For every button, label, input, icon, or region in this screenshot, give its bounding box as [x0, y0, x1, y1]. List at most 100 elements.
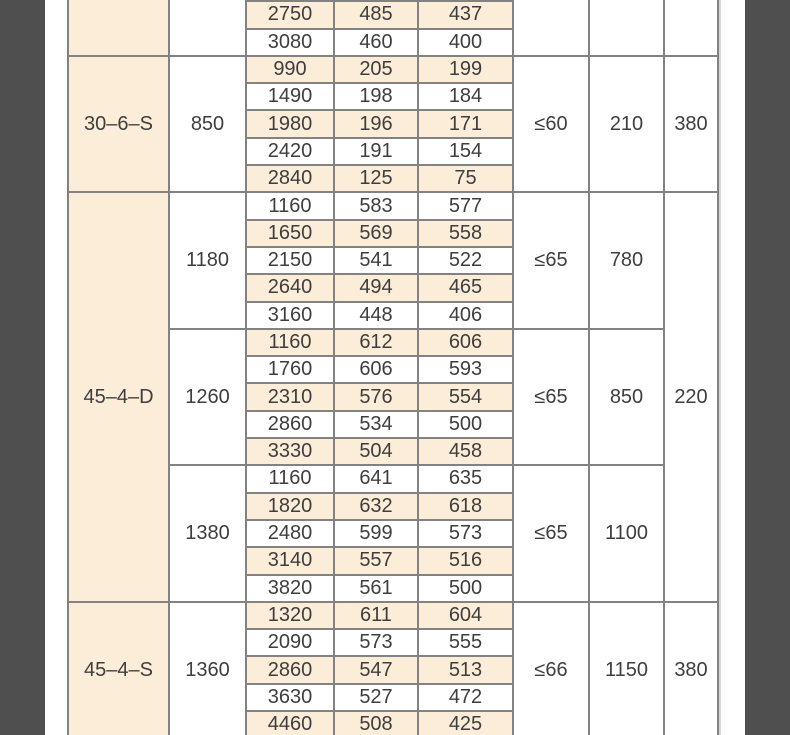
data-cell: 576 [335, 384, 417, 410]
data-cell: 465 [419, 275, 512, 301]
viewer-margin-right [745, 0, 790, 735]
model-cell: 45–4–D [69, 193, 168, 601]
data-cell: 184 [419, 84, 512, 110]
data-cell: 500 [419, 575, 512, 601]
data-cell: 2860 [247, 411, 333, 438]
data-cell: 205 [335, 56, 417, 83]
power-cell: 780 [590, 193, 663, 328]
data-cell: 541 [335, 247, 417, 274]
data-cell: 558 [419, 220, 512, 246]
data-cell: 3160 [247, 302, 333, 328]
power-cell: 1100 [590, 466, 663, 601]
data-cell: 641 [335, 466, 417, 492]
data-cell: 1160 [247, 193, 333, 219]
data-cell: 606 [335, 357, 417, 383]
data-cell: 425 [419, 712, 512, 735]
noise-cell: ≤65 [514, 466, 588, 601]
data-cell: 547 [335, 657, 417, 683]
rpm-cell: 1360 [170, 602, 245, 735]
data-cell: 500 [419, 411, 512, 438]
power-cell [590, 0, 663, 55]
data-cell: 593 [419, 357, 512, 383]
data-cell: 2420 [247, 138, 333, 165]
voltage-cell: 380 [665, 602, 717, 735]
data-cell: 516 [419, 548, 512, 574]
noise-cell [514, 0, 588, 55]
data-cell: 3630 [247, 684, 333, 711]
data-cell: 448 [335, 302, 417, 328]
data-cell: 2860 [247, 657, 333, 683]
data-cell: 573 [419, 520, 512, 547]
data-cell: 522 [419, 247, 512, 274]
voltage-cell: 220 [665, 193, 717, 601]
data-cell: 2480 [247, 520, 333, 547]
rpm-cell: 1380 [170, 466, 245, 601]
data-cell: 632 [335, 493, 417, 519]
data-cell: 527 [335, 684, 417, 711]
model-cell: 45–4–S [69, 602, 168, 735]
data-cell: 990 [247, 56, 333, 83]
data-cell: 635 [419, 466, 512, 492]
data-cell: 513 [419, 657, 512, 683]
data-cell: 3330 [247, 439, 333, 465]
power-cell: 210 [590, 56, 663, 192]
voltage-cell [665, 0, 717, 55]
data-cell: 2090 [247, 630, 333, 656]
data-cell: 458 [419, 439, 512, 465]
model-cell: 30–6–S [69, 56, 168, 192]
spec-table: 2750 485 437 3080 460 400 30–6–S 380 850 ≤60 210 99… [67, 0, 719, 735]
data-cell: 3080 [247, 29, 333, 55]
data-cell: 611 [335, 602, 417, 629]
model-cell [69, 0, 168, 55]
data-cell: 1650 [247, 220, 333, 246]
data-cell: 555 [419, 630, 512, 656]
rpm-cell: 1180 [170, 193, 245, 328]
data-cell: 3820 [247, 575, 333, 601]
data-cell: 508 [335, 712, 417, 735]
data-cell: 504 [335, 439, 417, 465]
data-cell: 599 [335, 520, 417, 547]
data-cell: 400 [419, 29, 512, 55]
data-cell: 612 [335, 329, 417, 356]
data-cell: 1320 [247, 602, 333, 629]
data-cell: 199 [419, 56, 512, 83]
noise-cell: ≤60 [514, 56, 588, 192]
data-cell: 618 [419, 493, 512, 519]
power-cell: 850 [590, 329, 663, 465]
data-cell: 1760 [247, 357, 333, 383]
data-cell: 125 [335, 166, 417, 192]
rpm-cell: 850 [170, 56, 245, 192]
data-cell: 198 [335, 84, 417, 110]
voltage-cell: 380 [665, 56, 717, 192]
data-cell: 1820 [247, 493, 333, 519]
data-cell: 485 [335, 2, 417, 28]
noise-cell: ≤65 [514, 193, 588, 328]
data-cell: 2310 [247, 384, 333, 410]
data-cell: 2150 [247, 247, 333, 274]
data-cell: 604 [419, 602, 512, 629]
data-cell: 534 [335, 411, 417, 438]
data-cell: 1490 [247, 84, 333, 110]
data-cell: 2750 [247, 2, 333, 28]
noise-cell: ≤65 [514, 329, 588, 465]
data-cell: 554 [419, 384, 512, 410]
rpm-cell [170, 0, 245, 55]
data-cell: 494 [335, 275, 417, 301]
data-cell: 561 [335, 575, 417, 601]
data-cell: 557 [335, 548, 417, 574]
viewer-margin-left [0, 0, 45, 735]
data-cell: 1160 [247, 329, 333, 356]
noise-cell: ≤66 [514, 602, 588, 735]
data-cell: 2840 [247, 166, 333, 192]
data-cell: 191 [335, 138, 417, 165]
rpm-cell: 1260 [170, 329, 245, 465]
data-cell: 472 [419, 684, 512, 711]
data-cell: 1160 [247, 466, 333, 492]
data-cell: 406 [419, 302, 512, 328]
data-cell: 1980 [247, 111, 333, 137]
data-cell: 196 [335, 111, 417, 137]
data-cell: 577 [419, 193, 512, 219]
data-cell: 171 [419, 111, 512, 137]
data-cell: 154 [419, 138, 512, 165]
